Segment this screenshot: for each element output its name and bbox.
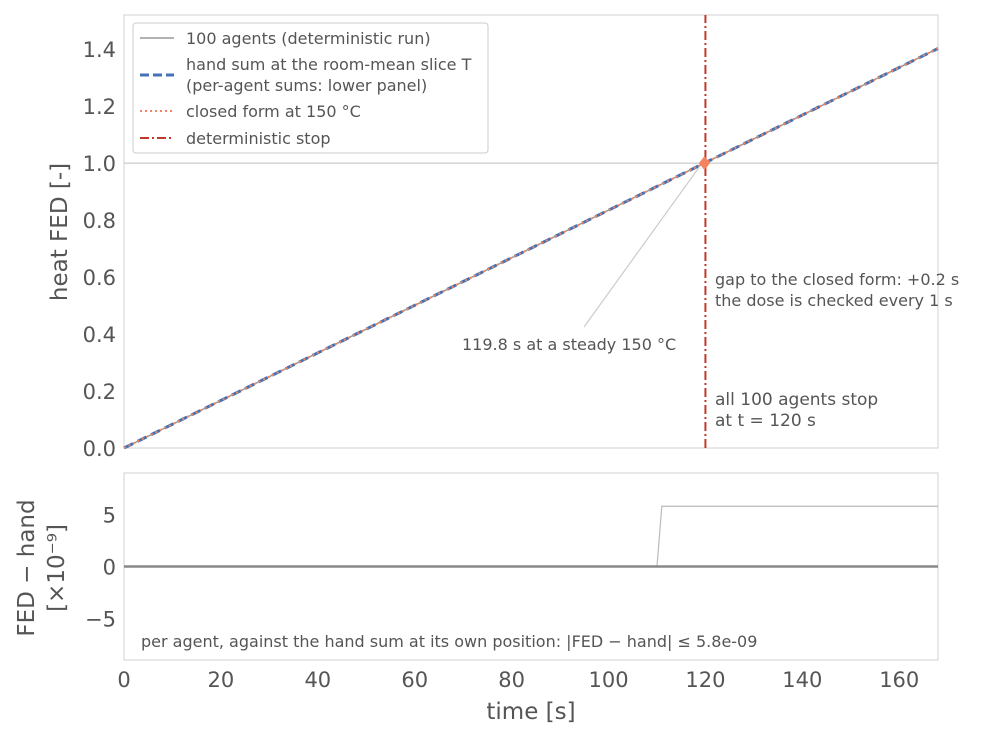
series-agent-difference-line <box>124 505 938 568</box>
annotation-gap-line1: gap to the closed form: +0.2 s <box>715 270 959 289</box>
x-tick-label: 60 <box>401 668 428 692</box>
x-axis-label: time [s] <box>486 699 575 725</box>
top-y-axis-label: heat FED [-] <box>47 163 73 301</box>
legend-label-closed-form: closed form at 150 °C <box>186 102 361 121</box>
legend-label-hand-sum-line2: (per-agent sums: lower panel) <box>186 76 427 95</box>
bottom-x-ticks: 0 20 40 60 80 100 120 140 160 <box>117 668 919 692</box>
x-tick-label: 160 <box>879 668 919 692</box>
legend-label-agents: 100 agents (deterministic run) <box>186 29 431 48</box>
bottom-annotation: per agent, against the hand sum at its o… <box>141 632 757 651</box>
x-tick-label: 140 <box>782 668 822 692</box>
top-plot-frame <box>123 14 939 449</box>
x-tick-label: 120 <box>685 668 725 692</box>
top-y-tick-label: 0.0 <box>83 437 116 461</box>
x-tick-label: 40 <box>304 668 331 692</box>
top-y-tick-label: 0.4 <box>83 323 116 347</box>
top-y-tick-label: 0.2 <box>83 380 116 404</box>
bottom-y-ticks: −5 0 5 <box>85 504 116 632</box>
x-tick-label: 100 <box>588 668 628 692</box>
x-tick-label: 80 <box>498 668 525 692</box>
x-tick-label: 20 <box>208 668 235 692</box>
top-y-tick-label: 1.2 <box>83 95 116 119</box>
top-y-tick-label: 0.6 <box>83 266 116 290</box>
bottom-y-axis-label-line2: [×10⁻⁹] <box>44 524 70 612</box>
bottom-y-tick-label: 0 <box>103 556 116 580</box>
legend: 100 agents (deterministic run) hand sum … <box>132 22 489 154</box>
x-tick-label: 0 <box>117 668 130 692</box>
bottom-y-axis-label-line1: FED − hand <box>14 499 40 636</box>
bottom-y-tick-label: −5 <box>85 607 116 631</box>
legend-label-deterministic-stop: deterministic stop <box>186 129 331 148</box>
bottom-series-group <box>124 505 938 568</box>
bottom-panel: −5 0 5 0 20 40 60 80 100 120 140 160 FED − hand [×… <box>14 472 939 725</box>
top-y-tick-label: 1.4 <box>83 38 116 62</box>
top-y-tick-label: 1.0 <box>83 152 116 176</box>
top-y-ticks: 0.0 0.2 0.4 0.6 0.8 1.0 1.2 1.4 <box>83 38 116 461</box>
top-panel: 0.0 0.2 0.4 0.6 0.8 1.0 1.2 1.4 heat FED [-] 11… <box>47 14 959 461</box>
legend-box <box>132 22 489 154</box>
legend-label-hand-sum: hand sum at the room-mean slice T <box>186 55 472 74</box>
crossing-marker <box>698 156 711 171</box>
annotation-stop-line1: all 100 agents stop <box>715 390 878 410</box>
annotation-pointer-label: 119.8 s at a steady 150 °C <box>462 335 676 354</box>
annotation-gap-line2: the dose is checked every 1 s <box>715 291 953 310</box>
top-y-tick-label: 0.8 <box>83 209 116 233</box>
series-closed-form-line <box>123 47 939 449</box>
annotation-pointer-line <box>583 165 701 328</box>
annotation-stop-line2: at t = 120 s <box>715 411 816 431</box>
bottom-y-tick-label: 5 <box>103 504 116 528</box>
top-series-group <box>123 15 939 450</box>
crossing-marker-group <box>698 156 711 171</box>
